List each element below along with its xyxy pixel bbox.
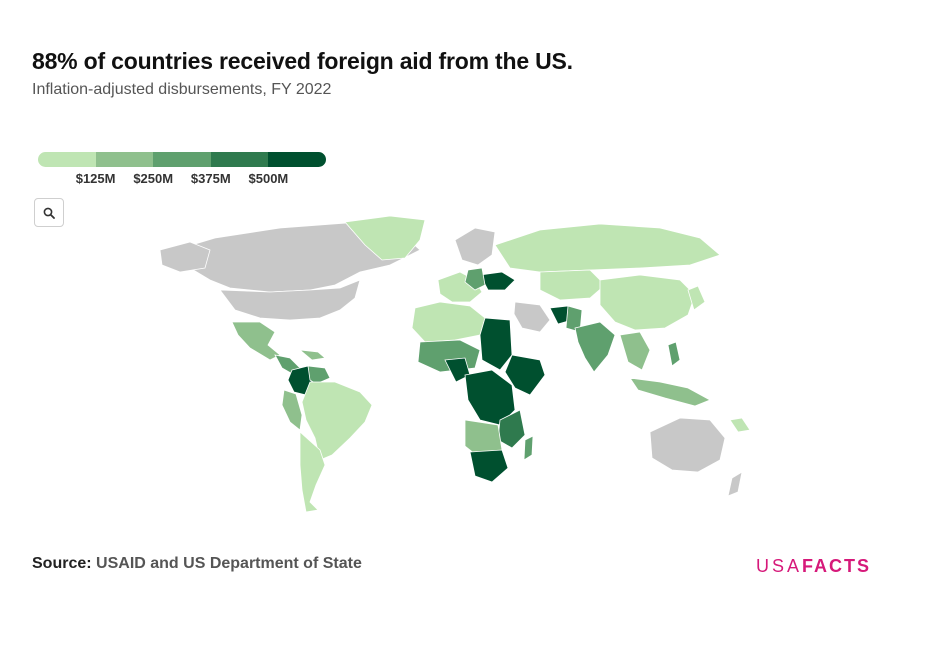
legend-swatch-4 — [210, 152, 269, 167]
region-north-africa[interactable] — [411, 301, 486, 343]
region-madagascar[interactable] — [523, 435, 534, 461]
region-japan-korea[interactable] — [687, 285, 706, 311]
source-text: USAID and US Department of State — [96, 555, 362, 572]
logo-usa: USA — [756, 556, 803, 576]
legend-swatch-3 — [153, 152, 211, 167]
region-mexico[interactable] — [231, 321, 281, 361]
world-map — [159, 215, 751, 513]
legend-tick-label: $500M — [248, 171, 289, 186]
region-china[interactable] — [599, 274, 696, 331]
region-venezuela[interactable] — [307, 365, 331, 385]
source-label: Source: — [32, 555, 92, 572]
region-southern-cone[interactable] — [299, 431, 326, 513]
region-central-asia[interactable] — [539, 269, 606, 301]
logo-facts: FACTS — [802, 556, 872, 576]
region-southern-africa[interactable] — [469, 449, 509, 483]
region-scandinavia[interactable] — [454, 227, 496, 266]
legend-color-scale — [38, 152, 326, 167]
legend-swatch-5 — [268, 152, 326, 167]
usafacts-logo: USAFACTS — [756, 556, 871, 577]
region-russia[interactable] — [494, 223, 721, 273]
region-alaska[interactable] — [159, 241, 211, 273]
region-egypt-sudan[interactable] — [479, 317, 513, 371]
region-brazil[interactable] — [301, 381, 373, 461]
search-icon — [43, 207, 55, 219]
region-india[interactable] — [574, 321, 616, 373]
region-pacific-islands[interactable] — [729, 417, 751, 433]
region-australia[interactable] — [649, 417, 726, 473]
color-legend: $125M $250M $375M $500M — [38, 152, 326, 188]
region-new-zealand[interactable] — [727, 471, 743, 497]
legend-tick-label: $125M — [75, 171, 116, 186]
region-greenland[interactable] — [344, 215, 426, 261]
region-peru-ecuador[interactable] — [281, 389, 303, 431]
region-ukraine[interactable] — [479, 271, 516, 291]
region-eastern-europe[interactable] — [464, 267, 486, 291]
legend-swatch-2 — [95, 152, 154, 167]
chart-title: 88% of countries received foreign aid fr… — [32, 48, 573, 74]
legend-swatch-1 — [38, 152, 96, 167]
region-middle-east[interactable] — [513, 301, 551, 333]
region-horn-of-africa[interactable] — [504, 354, 546, 396]
region-southeast-asia[interactable] — [619, 331, 651, 371]
legend-tick-label: $375M — [190, 171, 231, 186]
region-indonesia[interactable] — [629, 377, 711, 407]
region-canada[interactable] — [174, 221, 421, 293]
chart-subtitle: Inflation-adjusted disbursements, FY 202… — [32, 81, 332, 98]
source-note: Source: USAID and US Department of State — [32, 555, 362, 573]
zoom-button[interactable] — [34, 198, 64, 227]
legend-tick-label: $250M — [133, 171, 174, 186]
region-caribbean[interactable] — [298, 349, 326, 361]
region-philippines[interactable] — [667, 341, 681, 367]
region-usa[interactable] — [219, 279, 361, 321]
